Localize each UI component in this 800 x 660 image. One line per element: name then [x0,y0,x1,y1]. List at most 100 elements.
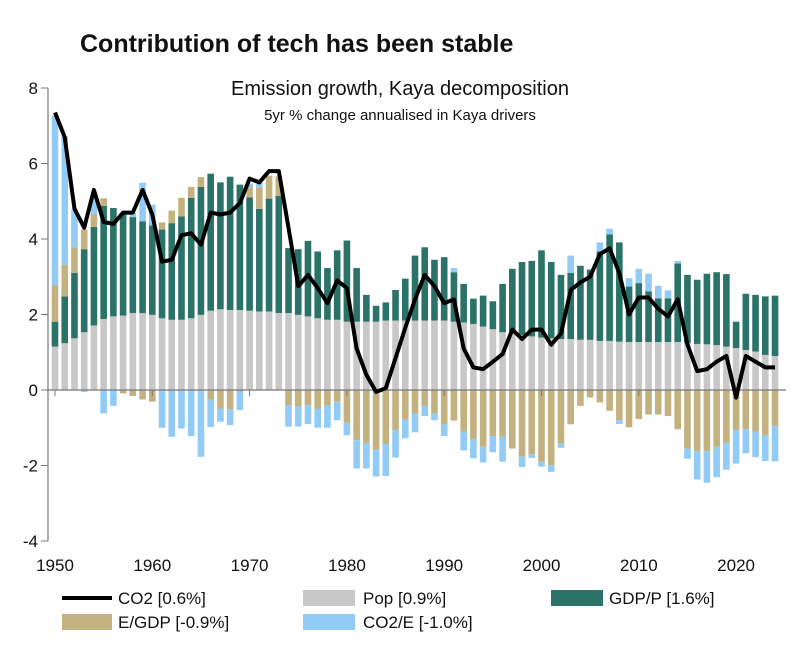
bar-egdp-1959 [139,390,146,400]
bar-gdpp-1966 [207,173,214,311]
bar-co2e-1953 [80,390,88,392]
bar-egdp-2009 [625,390,633,428]
bar-egdp-1955 [100,198,107,206]
bar-co2e-2000 [538,461,545,467]
bar-pop-1973 [275,312,283,390]
legend-swatch-egdp [62,614,112,630]
bar-egdp-2017 [703,390,711,452]
bar-co2e-1988 [421,405,429,417]
bar-co2e-2017 [703,451,711,483]
bar-gdpp-1983 [372,305,380,322]
bar-egdp-2014 [674,390,682,430]
bar-pop-1982 [363,321,370,390]
bar-pop-2014 [674,342,682,390]
x-tick-label: 2000 [523,556,561,575]
bar-egdp-1977 [314,390,322,409]
legend: CO2 [0.6%] Pop [0.9%] GDP/P [1.6%] E/GDP… [62,589,715,632]
bar-pop-1988 [421,320,429,390]
bar-co2e-1966 [207,399,214,427]
bar-pop-1997 [509,333,516,390]
bar-gdpp-2007 [606,234,613,341]
bar-gdpp-1954 [90,226,98,326]
bar-egdp-1961 [158,222,166,230]
bar-gdpp-1970 [246,197,253,311]
bar-gdpp-2016 [693,279,701,344]
bar-pop-1959 [139,312,146,390]
bar-co2e-1964 [187,390,195,437]
co2-line [53,111,775,400]
bar-gdpp-1962 [168,223,176,320]
bar-egdp-2010 [635,390,643,420]
bar-gdpp-1950 [51,321,59,347]
bar-pop-1954 [90,325,98,390]
bar-co2e-2012 [654,285,662,299]
bar-co2e-1986 [401,419,409,439]
bar-egdp-2021 [742,390,750,430]
bar-gdpp-1978 [324,268,331,320]
bar-egdp-1993 [470,390,477,440]
bar-pop-2001 [547,338,555,390]
bar-co2e-1992 [460,431,467,451]
bar-pop-2003 [567,339,574,390]
bar-co2e-2014 [674,260,682,264]
bar-gdpp-1956 [110,208,117,317]
bar-egdp-1991 [450,390,458,421]
bar-co2e-1970 [246,183,253,188]
bar-co2e-2019 [723,442,730,470]
bar-co2e-1969 [236,391,244,411]
bar-co2e-1963 [178,390,185,429]
bar-co2e-1965 [197,390,205,457]
bar-gdpp-2020 [732,321,740,349]
bar-gdpp-1990 [440,257,448,321]
bar-gdpp-1955 [100,205,107,320]
legend-label-pop: Pop [0.9%] [363,589,446,608]
bar-co2e-1993 [470,439,477,459]
bar-pop-1966 [207,310,214,390]
bar-pop-2013 [664,342,672,390]
bar-egdp-1981 [353,390,360,441]
bar-pop-1990 [440,320,448,390]
bar-gdpp-1965 [197,186,205,315]
bar-co2e-1978 [324,405,331,428]
x-tick-label: 1980 [328,556,366,575]
bar-pop-1967 [217,309,224,390]
bar-pop-2019 [723,346,730,390]
bar-gdpp-1973 [275,195,283,313]
bar-pop-1968 [226,309,234,390]
bar-gdpp-1992 [460,283,467,323]
bar-pop-1972 [265,311,273,390]
bar-co2e-1989 [431,413,438,421]
bar-co2e-1950 [51,115,59,286]
bar-pop-1981 [353,321,360,390]
bar-pop-2007 [606,340,613,390]
chart-subtitle-2: 5yr % change annualised in Kaya drivers [264,107,536,124]
bar-pop-1956 [110,316,117,390]
bar-co2e-2011 [645,273,652,292]
bar-co2e-1994 [479,446,487,463]
bar-egdp-2020 [732,390,740,431]
bar-egdp-1957 [119,390,127,394]
bar-co2e-1977 [314,408,322,428]
bar-egdp-1982 [363,390,370,443]
bar-egdp-1971 [256,187,263,209]
bar-gdpp-2021 [742,293,750,350]
y-tick-label: 0 [29,381,38,400]
bar-pop-1977 [314,318,322,390]
bar-egdp-2019 [723,390,730,443]
bar-pop-2006 [596,340,604,390]
bar-co2e-2006 [596,242,604,252]
bar-gdpp-1951 [61,296,69,344]
bar-egdp-1987 [411,390,419,414]
bar-egdp-2006 [596,390,604,403]
bar-egdp-2005 [586,390,594,398]
bar-co2e-2010 [635,268,643,284]
bar-pop-1987 [411,320,419,390]
bar-co2e-1968 [226,409,234,426]
bar-egdp-2013 [664,390,672,417]
bar-gdpp-1976 [304,240,312,317]
bar-gdpp-2002 [557,274,565,340]
bar-pop-2004 [577,339,584,390]
bar-pop-2008 [616,341,623,390]
bar-pop-1950 [51,346,59,390]
